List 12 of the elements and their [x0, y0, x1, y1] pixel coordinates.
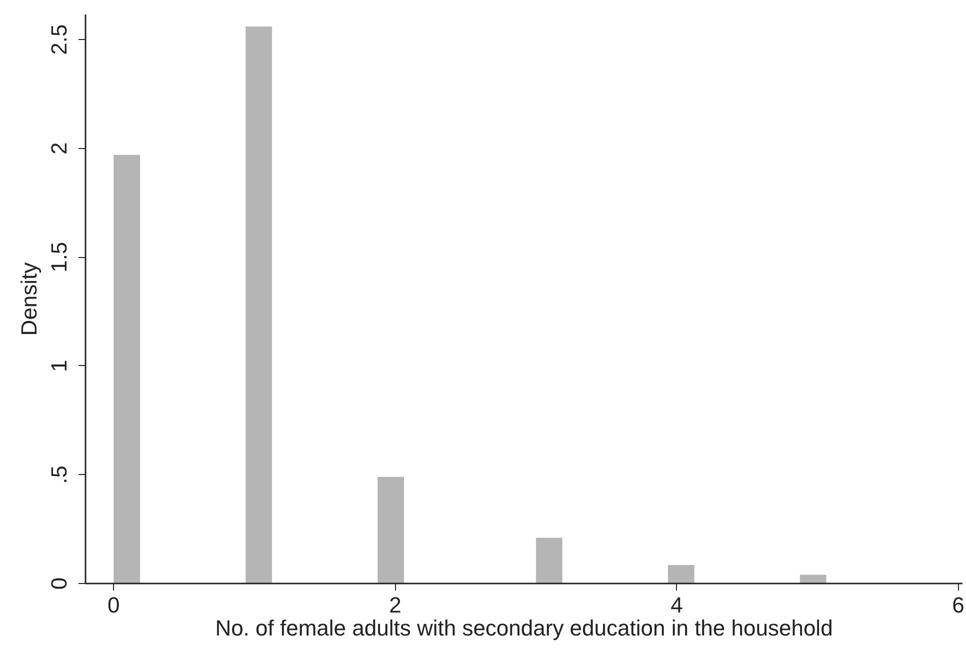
- y-axis-title: Density: [16, 262, 42, 336]
- y-tick-label: 1.5: [46, 242, 72, 272]
- y-tick-label: 2: [46, 142, 72, 154]
- x-axis-title: No. of female adults with secondary education in the household: [215, 616, 833, 640]
- y-tick-label: 0: [46, 577, 72, 590]
- x-tick-label: 6: [952, 592, 964, 618]
- y-tick-label: 2.5: [46, 24, 72, 55]
- y-tick-label: 1: [46, 360, 72, 372]
- x-tick-label: 0: [108, 592, 120, 618]
- x-tick-label: 2: [389, 592, 402, 618]
- y-tick-label: .5: [46, 466, 72, 484]
- x-tick-label: 4: [670, 592, 683, 618]
